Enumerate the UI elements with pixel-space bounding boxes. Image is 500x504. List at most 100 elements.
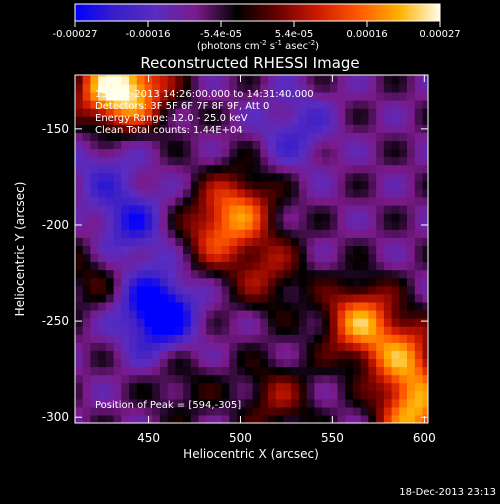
heatmap-pixel <box>244 213 254 222</box>
heatmap-pixel <box>329 374 339 384</box>
heatmap-pixel <box>75 180 84 190</box>
heatmap-pixel <box>345 366 354 376</box>
heatmap-pixel <box>383 188 393 198</box>
heatmap-pixel <box>206 277 215 287</box>
heatmap-pixel <box>121 318 130 327</box>
heatmap-pixel <box>98 116 107 125</box>
heatmap-pixel <box>144 245 153 254</box>
heatmap-pixel <box>152 390 161 400</box>
heatmap-pixel <box>314 83 323 93</box>
heatmap-pixel <box>121 116 130 125</box>
heatmap-pixel <box>306 140 315 150</box>
heatmap-pixel <box>152 213 161 222</box>
heatmap-pixel <box>167 205 176 214</box>
heatmap-pixel <box>121 164 130 174</box>
heatmap-pixel <box>399 75 408 77</box>
heatmap-pixel <box>260 382 269 392</box>
heatmap-pixel <box>98 358 107 368</box>
heatmap-pixel <box>198 374 207 384</box>
heatmap-pixel <box>136 140 146 150</box>
heatmap-pixel <box>252 91 261 101</box>
heatmap-pixel <box>275 108 285 117</box>
heatmap-pixel <box>337 164 346 174</box>
heatmap-pixel <box>144 293 153 303</box>
heatmap-pixel <box>422 309 428 319</box>
heatmap-pixel <box>399 188 408 198</box>
heatmap-pixel <box>244 108 254 117</box>
heatmap-pixel <box>291 326 300 335</box>
heatmap-pixel <box>360 350 369 359</box>
heatmap-pixel <box>345 253 354 263</box>
heatmap-pixel <box>167 237 176 246</box>
x-tick-label: 600 <box>413 431 436 445</box>
heatmap-pixel <box>98 229 107 238</box>
heatmap-pixel <box>391 229 400 238</box>
heatmap-pixel <box>283 261 292 271</box>
heatmap-pixel <box>198 301 207 311</box>
heatmap-pixel <box>229 261 238 271</box>
heatmap-pixel <box>75 390 84 400</box>
heatmap-pixel <box>391 390 400 400</box>
heatmap-pixel <box>229 180 238 190</box>
heatmap-pixel <box>144 172 153 182</box>
heatmap-pixel <box>136 277 146 287</box>
heatmap-pixel <box>82 75 91 77</box>
heatmap-pixel <box>144 108 153 117</box>
heatmap-pixel <box>291 253 300 263</box>
heatmap-pixel <box>306 83 315 93</box>
heatmap-pixel <box>113 390 122 400</box>
heatmap-pixel <box>283 221 292 230</box>
heatmap-pixel <box>337 229 346 238</box>
heatmap-pixel <box>383 309 393 319</box>
heatmap-pixel <box>229 164 238 174</box>
heatmap-pixel <box>98 366 107 376</box>
heatmap-pixel <box>113 398 122 408</box>
heatmap-pixel <box>167 414 176 423</box>
heatmap-pixel <box>322 285 331 295</box>
heatmap-pixel <box>345 269 354 279</box>
heatmap-pixel <box>90 75 99 77</box>
heatmap-pixel <box>152 261 161 271</box>
heatmap-pixel <box>407 406 416 416</box>
heatmap-pixel <box>407 205 416 214</box>
heatmap-pixel <box>198 334 207 343</box>
heatmap-pixel <box>376 140 385 150</box>
heatmap-pixel <box>244 245 254 254</box>
heatmap-pixel <box>90 342 99 351</box>
heatmap-pixel <box>190 334 200 343</box>
heatmap-pixel <box>90 406 99 416</box>
heatmap-pixel <box>167 269 176 279</box>
heatmap-pixel <box>407 180 416 190</box>
heatmap-pixel <box>113 196 122 206</box>
heatmap-pixel <box>244 318 254 327</box>
heatmap-pixel <box>291 75 300 85</box>
heatmap-pixel <box>260 342 269 351</box>
heatmap-pixel <box>221 301 230 311</box>
heatmap-pixel <box>190 229 200 238</box>
heatmap-pixel <box>337 414 346 423</box>
heatmap-pixel <box>214 358 223 368</box>
heatmap-pixel <box>329 390 339 400</box>
chart-title: Reconstructed RHESSI Image <box>140 54 359 72</box>
heatmap-pixel <box>144 188 153 198</box>
heatmap-pixel <box>144 261 153 271</box>
heatmap-pixel <box>121 398 130 408</box>
heatmap-pixel <box>190 326 200 335</box>
heatmap-pixel <box>98 75 107 77</box>
heatmap-pixel <box>175 205 184 214</box>
heatmap-pixel <box>229 245 238 254</box>
y-tick-label: -300 <box>42 410 69 424</box>
heatmap-pixel <box>268 382 277 392</box>
heatmap-pixel <box>306 75 315 85</box>
heatmap-pixel <box>105 156 115 166</box>
heatmap-pixel <box>260 261 269 271</box>
heatmap-pixel <box>337 156 346 166</box>
heatmap-pixel <box>407 398 416 408</box>
heatmap-pixel <box>268 269 277 279</box>
heatmap-pixel <box>422 188 428 198</box>
heatmap-pixel <box>206 301 215 311</box>
heatmap-pixel <box>298 293 308 303</box>
heatmap-pixel <box>136 237 146 246</box>
heatmap-pixel <box>260 172 269 182</box>
heatmap-pixel <box>198 156 207 166</box>
